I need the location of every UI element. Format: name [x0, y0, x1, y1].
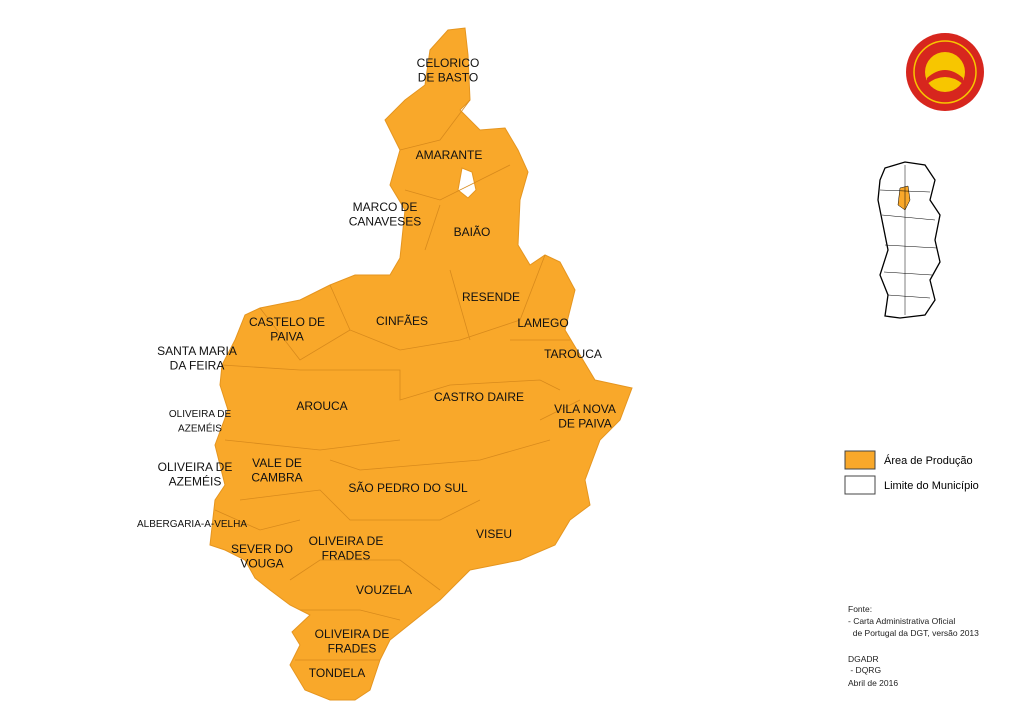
- municipality-label: VILA NOVA: [554, 402, 616, 416]
- municipality-label: RESENDE: [462, 290, 520, 304]
- municipality-label: AMARANTE: [416, 148, 483, 162]
- municipality-label: CINFÃES: [376, 314, 428, 328]
- municipality-label: VALE DE: [252, 456, 302, 470]
- legend-swatch-production: [844, 450, 876, 470]
- municipality-borders: [214, 99, 581, 661]
- legend-label: Área de Produção: [884, 454, 973, 467]
- source-note: - Carta Administrativa Oficial: [848, 616, 955, 626]
- municipality-label: ALBERGARIA-A-VELHA: [137, 519, 247, 530]
- municipality-label: CANAVESES: [349, 215, 421, 229]
- enclave: [457, 167, 477, 199]
- municipality-label: SEVER DO: [231, 542, 293, 556]
- municipality-label: OLIVEIRA DE: [158, 460, 233, 474]
- legend-swatch-border: [844, 475, 876, 495]
- municipality-label: BAIÃO: [454, 225, 491, 239]
- municipality-label: AROUCA: [296, 399, 347, 413]
- source-note: Fonte:: [848, 604, 872, 614]
- source-note: de Portugal da DGT, versão 2013: [848, 628, 979, 638]
- municipality-label: OLIVEIRA DE: [169, 409, 232, 420]
- municipality-label: SÃO PEDRO DO SUL: [348, 481, 468, 495]
- source-note: Abril de 2016: [848, 678, 898, 688]
- municipality-label: FRADES: [328, 642, 377, 656]
- legend-label: Limite do Município: [884, 480, 979, 492]
- municipality-label: VISEU: [476, 527, 512, 541]
- municipality-label: CASTRO DAIRE: [434, 390, 524, 404]
- municipality-label: AZEMÉIS: [169, 474, 222, 489]
- municipality-label: VOUZELA: [356, 583, 412, 597]
- municipality-label: CASTELO DE: [249, 315, 325, 329]
- municipality-label: PAIVA: [270, 330, 304, 344]
- municipality-label: FRADES: [322, 549, 371, 563]
- municipality-label: TAROUCA: [544, 347, 602, 361]
- municipality-label: CAMBRA: [251, 471, 302, 485]
- municipality-label: DA FEIRA: [170, 359, 225, 373]
- municipality-label: LAMEGO: [517, 316, 568, 330]
- municipality-label: DE PAIVA: [558, 417, 612, 431]
- source-note: - DQRG: [848, 665, 881, 675]
- inset-portugal: [877, 161, 941, 319]
- municipality-label: DE BASTO: [418, 71, 478, 85]
- production-area: [209, 27, 633, 701]
- seal: [906, 33, 984, 111]
- municipality-label: OLIVEIRA DE: [309, 534, 384, 548]
- municipality-label: AZEMÉIS: [178, 422, 222, 435]
- municipality-label: CELORICO: [417, 56, 480, 70]
- municipality-label: TONDELA: [309, 666, 365, 680]
- municipality-label: SANTA MARIA: [157, 344, 237, 358]
- municipality-label: MARCO DE: [353, 200, 418, 214]
- municipality-label: OLIVEIRA DE: [315, 627, 390, 641]
- source-note: DGADR: [848, 654, 879, 664]
- municipality-label: VOUGA: [240, 557, 283, 571]
